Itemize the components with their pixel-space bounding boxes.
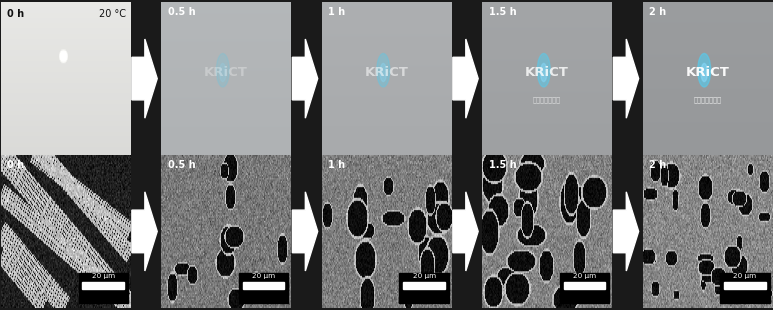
Text: 1 h: 1 h (329, 7, 346, 17)
Ellipse shape (380, 63, 386, 82)
Text: 한국화학연구원: 한국화학연구원 (533, 97, 561, 103)
Text: 20 μm: 20 μm (252, 272, 275, 279)
Text: 한국화학연구원: 한국화학연구원 (693, 97, 721, 103)
Text: KRiCT: KRiCT (525, 66, 569, 79)
FancyArrow shape (453, 39, 478, 118)
Bar (560, 272, 609, 303)
Bar (239, 272, 288, 303)
Bar (564, 282, 605, 289)
Bar (400, 272, 448, 303)
Text: 20 °C: 20 °C (100, 9, 127, 19)
Text: 0 h: 0 h (7, 160, 25, 170)
Text: 20 μm: 20 μm (573, 272, 596, 279)
Ellipse shape (537, 53, 550, 87)
FancyArrow shape (132, 192, 157, 271)
FancyArrow shape (613, 192, 638, 271)
Text: KRiCT: KRiCT (365, 66, 408, 79)
FancyArrow shape (132, 39, 157, 118)
Bar (79, 272, 128, 303)
Bar (724, 282, 766, 289)
Text: 1 h: 1 h (329, 160, 346, 170)
Text: 0.5 h: 0.5 h (168, 160, 196, 170)
FancyArrow shape (292, 39, 318, 118)
FancyArrow shape (453, 192, 478, 271)
Text: 0 h: 0 h (7, 9, 25, 19)
Ellipse shape (701, 63, 707, 82)
Ellipse shape (220, 63, 226, 82)
Bar (83, 282, 124, 289)
Text: 20 μm: 20 μm (413, 272, 436, 279)
Text: 0.5 h: 0.5 h (168, 7, 196, 17)
Ellipse shape (216, 53, 230, 87)
Text: KRiCT: KRiCT (204, 66, 248, 79)
Ellipse shape (698, 53, 710, 87)
Bar (404, 282, 444, 289)
Ellipse shape (376, 53, 390, 87)
Text: 20 μm: 20 μm (91, 272, 114, 279)
Ellipse shape (540, 63, 547, 82)
Bar (243, 282, 284, 289)
Text: 1.5 h: 1.5 h (489, 7, 516, 17)
FancyArrow shape (613, 39, 638, 118)
Text: 1.5 h: 1.5 h (489, 160, 516, 170)
Bar (720, 272, 770, 303)
Text: 2 h: 2 h (649, 7, 666, 17)
Text: 2 h: 2 h (649, 160, 666, 170)
Text: KRiCT: KRiCT (686, 66, 730, 79)
FancyArrow shape (292, 192, 318, 271)
Text: 20 μm: 20 μm (734, 272, 757, 279)
